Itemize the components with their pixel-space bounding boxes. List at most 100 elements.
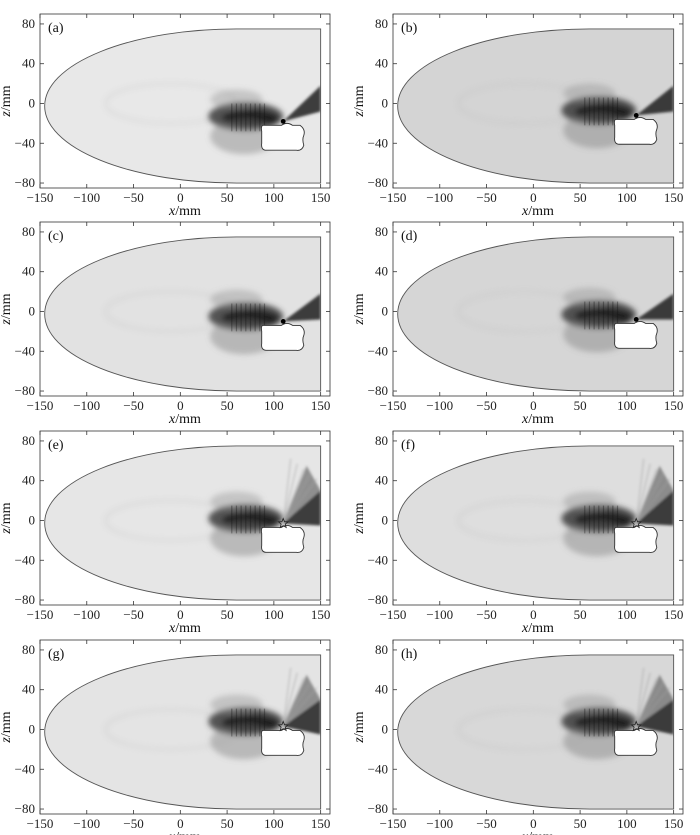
x-axis-label: x/mm [168,621,201,636]
panel-label: (c) [48,229,64,244]
y-tick-label: −40 [15,761,35,776]
y-tick-label: 0 [29,512,36,527]
wavefield [397,236,674,392]
panel-d: −150 −100 −50 0 50 100 150 80 40 0 −40 −80 x/mm z/mm (… [352,221,684,427]
y-tick-label: 80 [375,642,388,657]
domain-fill [44,445,321,601]
x-tick-label: −50 [123,607,143,622]
panel-h: −150 −100 −50 0 50 100 150 80 40 0 −40 −80 x/mm z/mm (… [352,639,684,835]
y-tick-label: 0 [382,95,389,110]
x-tick-label: 150 [311,816,331,831]
x-tick-label: −150 [27,816,54,831]
x-tick-label: 50 [574,398,587,413]
y-tick-label: −40 [368,552,388,567]
source-star-icon [277,517,290,529]
source-dot-icon [280,319,286,324]
x-tick-label: −150 [380,607,407,622]
beam-fan [635,458,674,526]
x-axis-label: x/mm [521,830,554,835]
field-cloud [208,89,284,155]
beam-fan [283,293,321,322]
panel-a: −150 −100 −50 0 50 100 150 80 40 0 −40 −80 x/mm z/mm (… [0,13,331,219]
x-axis-label: x/mm [521,621,554,636]
x-axis-label: x/mm [521,204,554,219]
x-tick-label: −150 [27,607,54,622]
field-cloud [561,694,637,760]
panel-label: (f) [401,438,415,453]
x-tick-label: 0 [177,816,184,831]
domain-outline [44,445,322,601]
x-tick-label: 0 [177,398,184,413]
y-tick-label: 0 [29,303,36,318]
y-axis-label: z/mm [352,85,367,117]
x-tick-label: 0 [530,816,537,831]
y-tick-label: 0 [382,721,389,736]
x-tick-label: −50 [123,190,143,205]
panel-label: (a) [48,21,64,36]
y-axis-label: z/mm [0,711,14,743]
wavefield [44,654,321,810]
cavity-outline [613,320,658,349]
panel-label: (h) [401,647,418,662]
wavefield [44,28,321,184]
x-tick-label: −100 [426,398,453,413]
x-tick-label: 0 [177,607,184,622]
domain-outline [44,28,322,184]
field-cloud [208,491,284,557]
x-tick-label: 50 [574,190,587,205]
y-axis-label: z/mm [0,85,14,117]
x-tick-label: −100 [426,190,453,205]
y-tick-label: 80 [22,433,35,448]
x-tick-label: 50 [221,607,234,622]
y-axis-label: z/mm [352,293,367,325]
y-tick-label: −80 [15,592,35,607]
cavity-outline [260,322,305,351]
field-cloud [561,491,637,557]
wavefield [397,28,674,184]
panel-e: −150 −100 −50 0 50 100 150 80 40 0 −40 −80 x/mm z/mm (… [0,430,331,636]
x-tick-label: −100 [73,190,100,205]
x-tick-label: −150 [27,190,54,205]
domain-fill [44,654,321,810]
panel-g: −150 −100 −50 0 50 100 150 80 40 0 −40 −80 x/mm z/mm (… [0,639,331,835]
y-tick-label: 80 [22,224,35,239]
y-tick-label: 0 [29,721,36,736]
y-tick-label: 80 [22,642,35,657]
y-tick-label: −80 [368,175,388,190]
x-tick-label: 150 [311,607,331,622]
panel-label: (b) [401,21,418,36]
cavity-outline [260,122,305,151]
x-tick-label: −50 [476,190,496,205]
x-tick-label: 100 [617,607,637,622]
panel-label: (g) [48,647,65,662]
source-dot-icon [280,118,286,124]
source-star-icon [630,720,643,732]
panel-f: −150 −100 −50 0 50 100 150 80 40 0 −40 −80 x/mm z/mm (… [352,430,684,636]
y-tick-label: 40 [22,264,35,279]
y-tick-label: −40 [15,343,35,358]
y-tick-label: −40 [368,343,388,358]
beam-fan [636,293,674,320]
x-tick-label: 150 [664,607,684,622]
cavity-outline [613,116,658,145]
x-axis-label: x/mm [168,830,201,835]
cavity-outline [260,525,305,553]
domain-outline [397,654,675,810]
x-tick-label: 150 [311,398,331,413]
x-tick-label: −50 [476,607,496,622]
x-tick-label: −150 [380,398,407,413]
domain-outline [397,445,675,601]
wavefield [44,445,321,601]
y-tick-label: 40 [22,682,35,697]
x-tick-label: 100 [617,816,637,831]
y-tick-label: 40 [22,473,35,488]
y-tick-label: 40 [375,473,388,488]
x-tick-label: −100 [73,816,100,831]
x-axis-label: x/mm [168,204,201,219]
y-tick-label: −80 [368,592,388,607]
domain-outline [44,236,322,392]
x-tick-label: 50 [574,816,587,831]
y-tick-label: −80 [15,175,35,190]
y-tick-label: 40 [22,56,35,71]
